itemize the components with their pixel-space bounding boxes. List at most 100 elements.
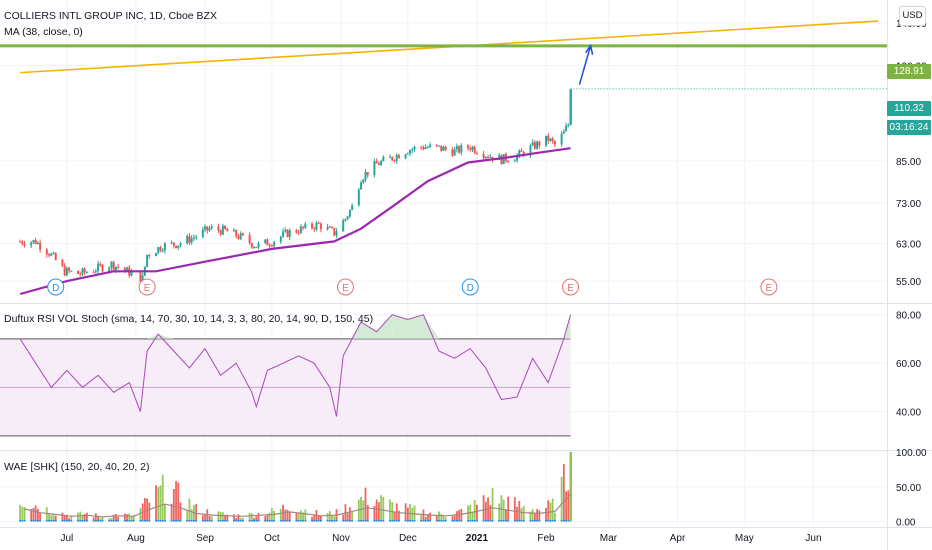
wae-deadzone: [86, 520, 88, 522]
earnings-marker: [138, 278, 156, 296]
wae-bar: [538, 510, 541, 522]
wae-bar: [398, 510, 400, 522]
wae-deadzone: [360, 520, 362, 522]
candle: [567, 124, 570, 126]
time-tick-label: Nov: [332, 533, 350, 544]
wae-bar: [179, 502, 182, 522]
candle: [81, 268, 84, 275]
time-tick-label: Jul: [60, 533, 73, 544]
candle: [520, 150, 523, 152]
candle: [190, 238, 193, 243]
candle: [420, 146, 423, 148]
candle: [335, 231, 338, 236]
earnings-marker: [562, 278, 580, 296]
wae-bar: [248, 512, 251, 522]
candle: [487, 156, 490, 158]
wae-deadzone: [257, 520, 260, 522]
candle: [235, 229, 238, 237]
candle: [342, 220, 345, 232]
candle: [34, 239, 37, 245]
candle: [344, 218, 347, 221]
wae-deadzone: [547, 520, 550, 522]
candle: [513, 160, 516, 162]
wae-bar: [206, 509, 209, 522]
wae-deadzone: [208, 520, 211, 522]
candle: [348, 209, 351, 217]
wae-deadzone: [164, 520, 166, 522]
wae-bar: [460, 508, 463, 522]
wae-bar: [172, 489, 175, 522]
wae-deadzone: [186, 520, 189, 522]
projection-arrow: [578, 45, 592, 85]
wae-bar: [351, 511, 354, 522]
wae-deadzone: [364, 520, 367, 522]
candle: [442, 146, 445, 151]
wae-bar: [426, 514, 429, 522]
candle: [531, 142, 534, 146]
wae-deadzone: [128, 520, 131, 522]
wae-deadzone: [484, 520, 487, 522]
earnings-marker: [760, 278, 778, 296]
wae-deadzone: [255, 520, 258, 522]
candle: [161, 250, 164, 252]
candle: [273, 241, 276, 247]
wae-bar: [235, 517, 238, 522]
candle: [94, 271, 97, 273]
wae-bar: [333, 516, 336, 522]
wae-bar: [560, 477, 563, 522]
candle: [482, 153, 485, 159]
wae-deadzone: [440, 520, 443, 522]
price-tick-label: 85.00: [896, 157, 921, 168]
candle: [179, 243, 182, 246]
wae-bar: [382, 496, 385, 522]
wae-deadzone: [170, 520, 173, 522]
wae-deadzone: [389, 520, 391, 522]
wae-deadzone: [190, 520, 193, 522]
wae-bar: [239, 517, 242, 522]
wae-deadzone: [444, 520, 447, 522]
wae-deadzone: [157, 520, 160, 522]
wae-bar: [94, 513, 97, 522]
candle: [270, 245, 273, 247]
wae-deadzone: [335, 520, 338, 522]
wae-deadzone: [313, 520, 316, 522]
wae-deadzone: [362, 520, 365, 522]
wae-bar: [302, 512, 304, 522]
wae-deadzone: [476, 520, 478, 522]
wae-deadzone: [505, 520, 507, 522]
wae-deadzone: [406, 520, 409, 522]
candle: [61, 259, 64, 266]
wae-deadzone: [221, 520, 224, 522]
candle: [97, 263, 100, 272]
moving-average-line: [19, 147, 571, 296]
candle: [114, 266, 117, 270]
time-tick-label: Apr: [670, 533, 686, 544]
wae-deadzone: [32, 520, 35, 522]
wae-deadzone: [395, 520, 398, 522]
candle: [23, 243, 26, 246]
wae-deadzone: [382, 520, 385, 522]
wae-deadzone: [217, 520, 220, 522]
candle: [393, 160, 396, 162]
wae-deadzone: [201, 520, 204, 522]
wae-bar: [393, 512, 396, 522]
wae-deadzone: [141, 520, 144, 522]
wae-bar: [170, 503, 173, 522]
wae-deadzone: [333, 520, 336, 522]
candle: [52, 253, 55, 255]
candle: [146, 254, 149, 267]
wae-bar: [242, 517, 244, 522]
candle: [157, 247, 160, 254]
wae-bar: [279, 508, 282, 522]
candle: [569, 88, 572, 125]
wae-deadzone: [264, 520, 267, 522]
candle: [266, 239, 269, 246]
wae-deadzone: [438, 520, 440, 522]
candle: [562, 131, 565, 134]
currency-button[interactable]: USD: [899, 6, 926, 26]
candle: [516, 155, 519, 161]
wae-bar: [159, 485, 162, 522]
wae-bar: [192, 505, 195, 522]
wae-tick-label: 100.00: [896, 448, 927, 459]
